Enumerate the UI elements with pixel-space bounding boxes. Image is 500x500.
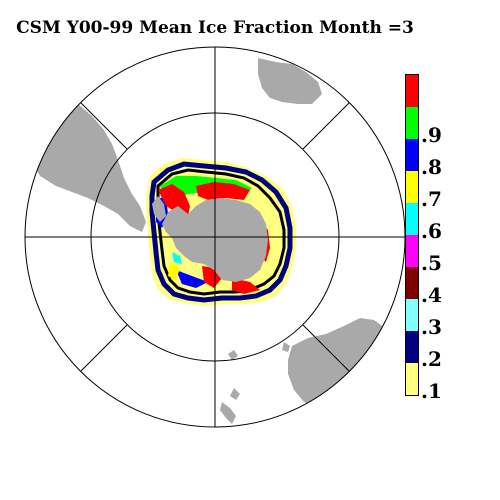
legend-swatch-8 xyxy=(406,139,418,171)
land-south-america xyxy=(30,104,146,232)
legend-swatch-1 xyxy=(406,363,418,395)
legend-swatch-10 xyxy=(406,75,418,107)
ice-band-red-ross-3 xyxy=(232,278,260,294)
ice-band-red-weddell xyxy=(158,184,190,216)
land-tasmania xyxy=(282,342,290,352)
legend-swatch-5 xyxy=(406,235,418,267)
meridian-ne xyxy=(302,102,350,150)
ice-contour-02 xyxy=(149,161,293,303)
legend-label-5: .5 xyxy=(421,251,442,276)
legend-swatch-3 xyxy=(406,299,418,331)
legend-label-3: .3 xyxy=(421,315,442,340)
land-new-zealand xyxy=(220,388,240,424)
meridian-nw xyxy=(80,102,128,150)
legend-label-1: .1 xyxy=(421,379,442,404)
legend-label-9: .9 xyxy=(421,123,442,148)
land-small-island xyxy=(228,350,238,360)
legend-swatch-7 xyxy=(406,171,418,203)
ice-band-red-ross-1 xyxy=(196,182,250,200)
legend-label-2: .2 xyxy=(421,347,442,372)
legend-label-6: .6 xyxy=(421,219,442,244)
ice-band-08-blue-south xyxy=(176,270,208,288)
ice-band-06-cyan xyxy=(172,252,182,264)
land-africa xyxy=(258,58,322,104)
meridian-sw xyxy=(80,324,128,372)
color-legend xyxy=(405,74,419,396)
ice-band-07-yellow xyxy=(168,262,180,280)
map-title: CSM Y00-99 Mean Ice Fraction Month =3 xyxy=(16,18,414,38)
meridian-se xyxy=(302,324,350,372)
legend-label-8: .8 xyxy=(421,155,442,180)
ice-contour-04 xyxy=(156,168,286,296)
legend-swatch-9 xyxy=(406,107,418,139)
legend-label-7: .7 xyxy=(421,187,442,212)
legend-swatch-2 xyxy=(406,331,418,363)
legend-swatch-4 xyxy=(406,267,418,299)
land-antarctic-peninsula xyxy=(152,196,166,222)
legend-swatch-6 xyxy=(406,203,418,235)
ice-band-red-ross-2 xyxy=(202,266,222,288)
legend-label-4: .4 xyxy=(421,283,442,308)
